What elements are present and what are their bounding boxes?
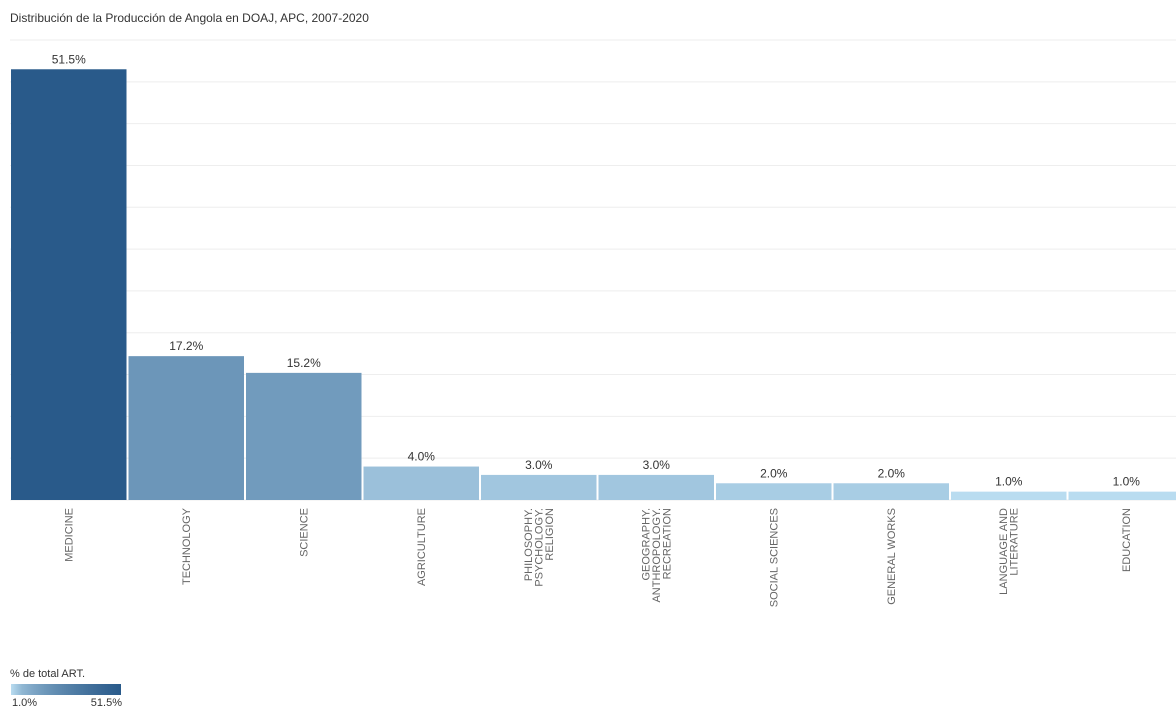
- category-label-line: EDUCATION: [1121, 508, 1133, 572]
- data-label: 2.0%: [878, 466, 906, 480]
- category-label-line: SOCIAL SCIENCES: [768, 508, 780, 607]
- data-label: 51.5%: [52, 52, 86, 66]
- category-label: EDUCATION: [1121, 508, 1133, 572]
- category-label-line: PSYCHOLOGY.: [533, 508, 545, 587]
- category-label: GEOGRAPHY.ANTHROPOLOGY.RECREATION: [640, 508, 673, 603]
- data-label: 1.0%: [995, 475, 1023, 489]
- bar: [128, 356, 244, 500]
- bar: [1068, 491, 1176, 500]
- bar: [246, 372, 362, 500]
- category-label: LANGUAGE ANDLITERATURE: [998, 508, 1021, 595]
- legend-color-ramp: [10, 683, 122, 696]
- category-label-line: GENERAL WORKS: [886, 508, 898, 605]
- color-legend: % de total ART. 1.0% 51.5%: [10, 668, 130, 710]
- category-label-line: LANGUAGE AND: [998, 508, 1010, 595]
- data-label: 1.0%: [1113, 475, 1141, 489]
- category-label: AGRICULTURE: [416, 508, 428, 586]
- legend-title: % de total ART.: [10, 668, 86, 680]
- category-label-line: TECHNOLOGY: [181, 507, 193, 585]
- category-label: PHILOSOPHY.PSYCHOLOGY.RELIGION: [523, 508, 556, 587]
- category-label-line: AGRICULTURE: [416, 508, 428, 586]
- category-label-line: RECREATION: [661, 508, 673, 579]
- category-label-line: SCIENCE: [298, 508, 310, 557]
- bars: [11, 69, 1176, 500]
- category-label-line: MEDICINE: [63, 508, 75, 562]
- data-label: 17.2%: [169, 339, 203, 353]
- category-label: SCIENCE: [298, 508, 310, 557]
- data-label: 3.0%: [525, 458, 553, 472]
- category-label: SOCIAL SCIENCES: [768, 508, 780, 607]
- bar: [363, 466, 479, 500]
- chart-title: Distribución de la Producción de Angola …: [10, 11, 369, 25]
- bar: [481, 474, 597, 500]
- data-label: 3.0%: [643, 458, 671, 472]
- data-label: 15.2%: [287, 356, 321, 370]
- category-labels: MEDICINE TECHNOLOGY SCIENCE AGRICULTURE PHIL…: [63, 507, 1133, 607]
- bar: [833, 483, 949, 500]
- data-labels: 51.5% 17.2% 15.2% 4.0% 3.0% 3.0% 2.0% 2.0% 1.0% 1…: [52, 52, 1141, 488]
- bar: [951, 491, 1067, 500]
- legend-min-label: 1.0%: [12, 697, 38, 709]
- category-label: TECHNOLOGY: [181, 507, 193, 585]
- category-label-line: LITERATURE: [1009, 508, 1021, 576]
- category-label-line: RELIGION: [544, 508, 556, 561]
- data-label: 4.0%: [408, 450, 436, 464]
- bar: [716, 483, 832, 500]
- category-label-line: GEOGRAPHY.: [640, 508, 652, 581]
- legend-max-label: 51.5%: [90, 697, 122, 709]
- legend-labels: 1.0% 51.5%: [10, 696, 122, 710]
- bar: [11, 69, 127, 500]
- category-label: MEDICINE: [63, 508, 75, 562]
- category-label-line: PHILOSOPHY.: [523, 508, 535, 581]
- category-label: GENERAL WORKS: [886, 508, 898, 605]
- category-label-line: ANTHROPOLOGY.: [651, 508, 663, 603]
- bar: [598, 474, 714, 500]
- data-label: 2.0%: [760, 466, 788, 480]
